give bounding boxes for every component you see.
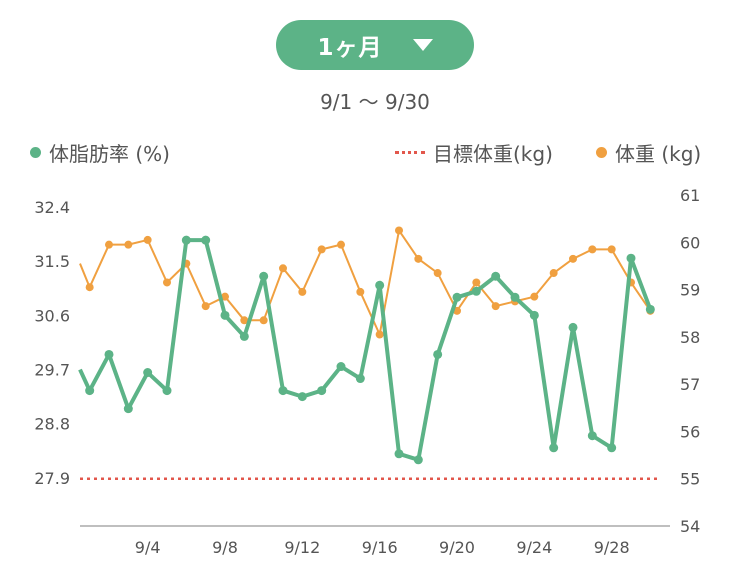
body-fat-series-point	[394, 449, 404, 459]
weight-series-point	[163, 278, 171, 287]
legend-weight-dot	[596, 147, 607, 158]
weight-series-point	[221, 292, 229, 301]
weight-series-point	[433, 269, 442, 278]
weight-series-point	[279, 264, 287, 273]
body-fat-series-point	[162, 386, 172, 396]
body-fat-series-point	[123, 404, 133, 414]
body-fat-series-point	[143, 368, 153, 378]
body-fat-series-point	[85, 386, 95, 396]
legend-weight: 体重 (kg)	[596, 138, 701, 167]
body-fat-series-point	[607, 443, 617, 453]
left-axis-tick-label: 31.5	[34, 252, 70, 271]
weight-series-point	[85, 283, 94, 292]
left-axis-tick-label: 27.9	[34, 469, 70, 488]
body-fat-series-point	[104, 349, 114, 359]
weight-series-point	[259, 316, 268, 325]
right-axis-tick-label: 55	[680, 470, 700, 489]
right-axis-tick-label: 60	[680, 233, 700, 252]
weight-series-point	[472, 278, 481, 287]
x-tick-label: 9/28	[594, 538, 630, 557]
left-axis-tick-label: 30.6	[34, 306, 70, 325]
weight-series-point	[356, 287, 365, 296]
weight-series-point	[298, 287, 307, 296]
right-axis-tick-label: 58	[680, 328, 700, 347]
body-fat-series-point	[220, 310, 230, 320]
x-tick-label: 9/24	[516, 538, 552, 557]
weight-series-point	[395, 226, 403, 235]
body-fat-series-point	[549, 443, 559, 453]
body-fat-series-point	[510, 292, 520, 302]
weight-series-point	[375, 330, 384, 339]
period-selector-button[interactable]: 1ヶ月	[276, 20, 474, 70]
legend-target-dash	[395, 151, 425, 154]
weight-series-point	[530, 292, 539, 301]
weight-series-point	[240, 316, 249, 325]
body-fat-series-point	[471, 286, 481, 296]
weight-series-point	[414, 254, 423, 263]
body-fat-series-point	[355, 374, 365, 384]
legend-target-label: 目標体重(kg)	[433, 142, 553, 166]
weight-series-point	[491, 302, 500, 311]
right-axis-tick-label: 54	[680, 517, 700, 536]
body-fat-series-point	[201, 235, 211, 245]
body-fat-series-point	[452, 292, 462, 302]
legend-body-fat-label: 体脂肪率 (%)	[49, 142, 170, 166]
body-fat-series-point	[587, 431, 597, 441]
weight-series-point	[569, 254, 577, 263]
body-fat-series-point	[259, 271, 269, 281]
x-tick-label: 9/16	[362, 538, 398, 557]
right-axis-tick-label: 61	[680, 186, 700, 205]
body-fat-series-point	[317, 386, 327, 396]
legend-body-fat-dot	[30, 147, 41, 158]
body-fat-series-point	[529, 310, 539, 320]
body-fat-series-point	[433, 349, 443, 359]
triangle-down-icon	[412, 39, 433, 51]
body-fat-series-point	[336, 362, 346, 372]
legend-target-weight: 目標体重(kg)	[395, 138, 553, 167]
weight-series-point	[549, 269, 558, 278]
weight-series-point	[337, 240, 345, 249]
body-fat-series-point	[278, 386, 288, 396]
legend-weight-label: 体重 (kg)	[615, 142, 702, 166]
weight-series-point	[588, 245, 597, 254]
body-fat-series-point	[626, 253, 636, 263]
weight-series-point	[124, 240, 133, 249]
body-fat-series-point	[568, 322, 578, 332]
date-range-label: 9/1 〜 9/30	[320, 90, 430, 114]
body-fat-series-point	[375, 280, 385, 290]
body-fat-series-line	[78, 238, 653, 462]
left-axis-tick-label: 29.7	[34, 361, 70, 380]
body-fat-series-point	[239, 331, 249, 341]
body-fat-series-point	[181, 235, 191, 245]
weight-series-point	[201, 302, 210, 311]
x-tick-label: 9/8	[212, 538, 238, 557]
right-axis-tick-label: 57	[680, 375, 700, 394]
weight-series-point	[143, 235, 152, 244]
body-fat-series-point	[413, 455, 423, 465]
weight-series-point	[317, 245, 326, 254]
body-fat-series-point	[491, 271, 501, 281]
weight-series-point	[105, 240, 113, 249]
left-axis-tick-label: 28.8	[34, 415, 70, 434]
left-axis-tick-label: 32.4	[34, 198, 70, 217]
x-tick-label: 9/4	[135, 538, 161, 557]
right-axis-tick-label: 59	[680, 281, 700, 300]
legend-body-fat: 体脂肪率 (%)	[30, 138, 170, 167]
right-axis-tick-label: 56	[680, 422, 700, 441]
body-fat-series-point	[297, 392, 307, 402]
x-tick-label: 9/20	[439, 538, 475, 557]
x-tick-label: 9/12	[284, 538, 320, 557]
body-fat-series-point	[645, 304, 655, 314]
period-label: 1ヶ月	[317, 35, 383, 61]
weight-series-point	[607, 245, 616, 254]
